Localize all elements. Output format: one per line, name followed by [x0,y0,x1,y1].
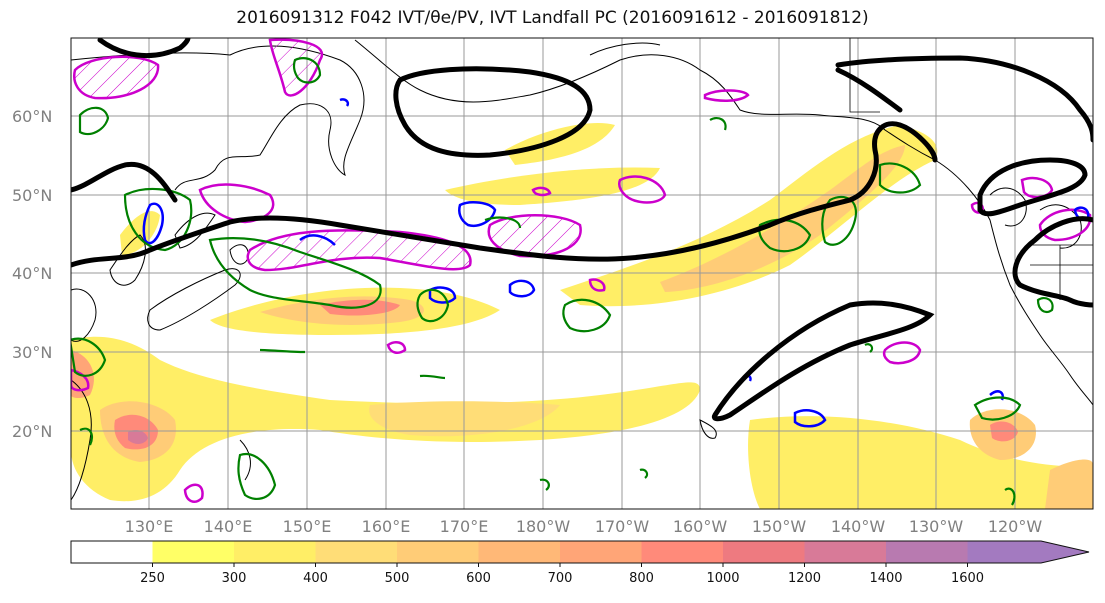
colorbar-bin [967,541,1089,563]
lon-label: 170°W [595,517,650,536]
lat-label: 60°N [12,107,52,126]
colorbar-bin [71,541,153,563]
latitude-labels: 60°N 50°N 40°N 30°N 20°N [12,107,52,441]
colorbar-bin [641,541,724,563]
lon-label: 130°W [909,517,964,536]
ivt-shading [71,122,1093,509]
colorbar-bin [560,541,642,563]
colorbar-tick-label: 1200 [788,571,821,586]
lon-label: 150°E [283,517,332,536]
colorbar-bin [315,541,398,563]
colorbar-tick-label: 300 [222,571,247,586]
colorbar-tick-label: 800 [629,571,654,586]
lat-label: 30°N [12,343,52,362]
ivt-pc-contours [71,38,1093,422]
colorbar-bin [886,541,968,563]
colorbar-bin [397,541,479,563]
lon-label: 160°E [362,517,411,536]
colorbar-bin [723,541,805,563]
lon-label: 120°W [988,517,1043,536]
lon-label: 150°W [752,517,807,536]
lon-label: 170°E [440,517,489,536]
colorbar-tick-label: 1000 [706,571,739,586]
lat-label: 20°N [12,422,52,441]
pv-negative-contours [142,98,1090,428]
colorbar-tick-label: 500 [385,571,410,586]
colorbar-bin [478,541,561,563]
lon-label: 130°E [125,517,174,536]
map-frame [70,37,1094,510]
lon-label: 180°W [516,517,571,536]
lat-label: 50°N [12,186,52,205]
lon-label: 160°W [673,517,728,536]
colorbar-bin [234,541,316,563]
colorbar-tick-label: 400 [303,571,328,586]
theta-e-contours [71,57,1054,506]
graticule [71,38,1093,509]
colorbar-tick-label: 1600 [951,571,984,586]
lat-label: 40°N [12,264,52,283]
colorbar-tick-label: 250 [140,571,165,586]
colorbar: 250 300 400 500 600 700 800 1000 1200 1400 1600 [70,540,1090,586]
colorbar-bin [804,541,887,563]
colorbar-frame [70,540,1090,564]
lon-label: 140°E [204,517,253,536]
colorbar-tick-label: 600 [466,571,491,586]
lon-label: 140°W [831,517,886,536]
map-title: 2016091312 F042 IVT/θe/PV, IVT Landfall … [236,8,869,28]
longitude-labels: 130°E 140°E 150°E 160°E 170°E 180°W 170°… [125,517,1043,536]
colorbar-tick-label: 700 [548,571,573,586]
colorbar-bin [152,541,235,563]
colorbar-tick-label: 1400 [869,571,902,586]
